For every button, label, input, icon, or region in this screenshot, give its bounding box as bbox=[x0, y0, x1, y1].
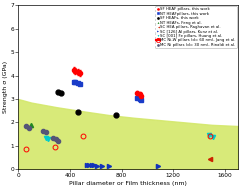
Y-axis label: Strength σ (GPa): Strength σ (GPa) bbox=[3, 61, 8, 113]
X-axis label: Pillar diameter or Film thickness (nm): Pillar diameter or Film thickness (nm) bbox=[69, 180, 187, 186]
Legend: SF HEAF pillars, this work, NT HEAFpillars, this work, SF HEAFs, this work, NT H: SF HEAF pillars, this work, NT HEAFpilla… bbox=[155, 6, 237, 48]
